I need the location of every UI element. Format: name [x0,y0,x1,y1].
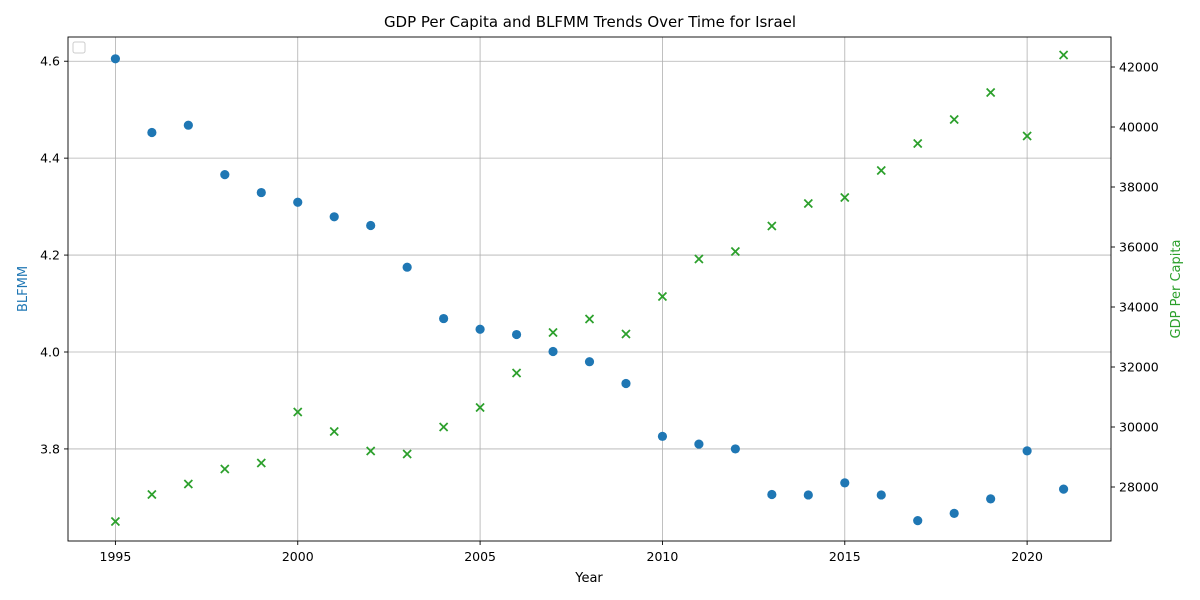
gdp-point [694,254,704,264]
right-tick-label: 36000 [1119,240,1159,255]
blfmm-point [1058,484,1069,494]
left-tick-label: 4.0 [40,345,60,360]
blfmm-point [256,187,266,198]
right-tick-label: 40000 [1119,120,1159,135]
gdp-point [1058,50,1069,60]
gdp-point [183,479,193,489]
legend-frame [72,41,86,54]
right-tick-label: 38000 [1119,180,1159,195]
gdp-point [110,516,121,527]
gdp-point [840,192,850,203]
blfmm-point [840,478,850,488]
left-tick-label: 3.8 [40,441,60,456]
gdp-point [511,368,522,378]
gdp-point [1022,131,1032,141]
blfmm-point [730,444,740,454]
blfmm-point [220,170,230,180]
gdp-point [949,114,959,125]
blfmm-point [366,220,376,231]
gdp-point [913,138,923,149]
right-tick-label: 32000 [1119,360,1159,375]
data-marks [110,50,1069,527]
blfmm-point [548,346,558,357]
gdp-point [256,458,266,468]
gdp-point [548,327,558,338]
blfmm-point [511,329,522,340]
blfmm-point [657,431,668,441]
gdp-point [438,422,449,432]
gdp-point [657,291,668,302]
right-axis-title: GDP Per Capita [1169,240,1184,339]
blfmm-point [439,313,449,324]
gdp-point [730,246,741,257]
right-tick-label: 34000 [1119,300,1159,315]
left-tick-label: 4.2 [40,248,60,263]
x-tick-label: 2020 [1011,549,1043,564]
blfmm-point [183,120,193,130]
gdp-point [475,402,485,413]
blfmm-point [402,262,412,272]
blfmm-point [293,197,303,207]
gdp-point [147,489,157,500]
blfmm-point [147,127,157,138]
x-axis-title: Year [574,571,603,586]
blfmm-point [803,490,813,500]
blfmm-point [584,357,595,367]
chart-title: GDP Per Capita and BLFMM Trends Over Tim… [384,13,796,31]
x-tick-label: 1995 [100,549,132,564]
right-tick-label: 28000 [1119,480,1159,495]
gdp-point [366,446,376,456]
x-tick-label: 2015 [829,549,861,564]
right-tick-label: 30000 [1119,420,1159,435]
blfmm-point [1022,446,1032,456]
gdp-point [584,314,595,324]
gdp-point [621,329,631,339]
blfmm-point [621,378,631,389]
gdp-point [293,407,303,417]
x-tick-label: 2010 [647,549,679,564]
left-tick-label: 4.4 [40,151,60,166]
blfmm-point [986,494,996,504]
gdp-point [220,464,230,474]
left-axis-title: BLFMM [16,266,31,312]
gdp-point [986,87,996,98]
blfmm-point [694,439,704,449]
blfmm-point [876,490,886,500]
axis-ticks: 1995 2000 2005 2010 2015 2020 3.8 4.0 4.2 4.4 4.6 2… [40,54,1159,564]
gdp-point [876,165,886,176]
blfmm-point [913,516,923,526]
blfmm-point [949,508,959,518]
legend-box [72,41,86,54]
blfmm-point [475,324,485,334]
gdp-point [402,449,412,459]
gdp-point [803,198,813,209]
x-tick-label: 2000 [282,549,314,564]
left-tick-label: 4.6 [40,54,60,69]
blfmm-point [110,54,121,64]
gdp-point [329,426,339,437]
plot-area-frame [67,36,1112,542]
blfmm-point [767,489,777,500]
blfmm-point [329,212,339,222]
x-tick-label: 2005 [464,549,496,564]
gdp-point [767,221,777,231]
right-tick-label: 42000 [1119,60,1159,75]
grid-lines [68,37,1111,541]
